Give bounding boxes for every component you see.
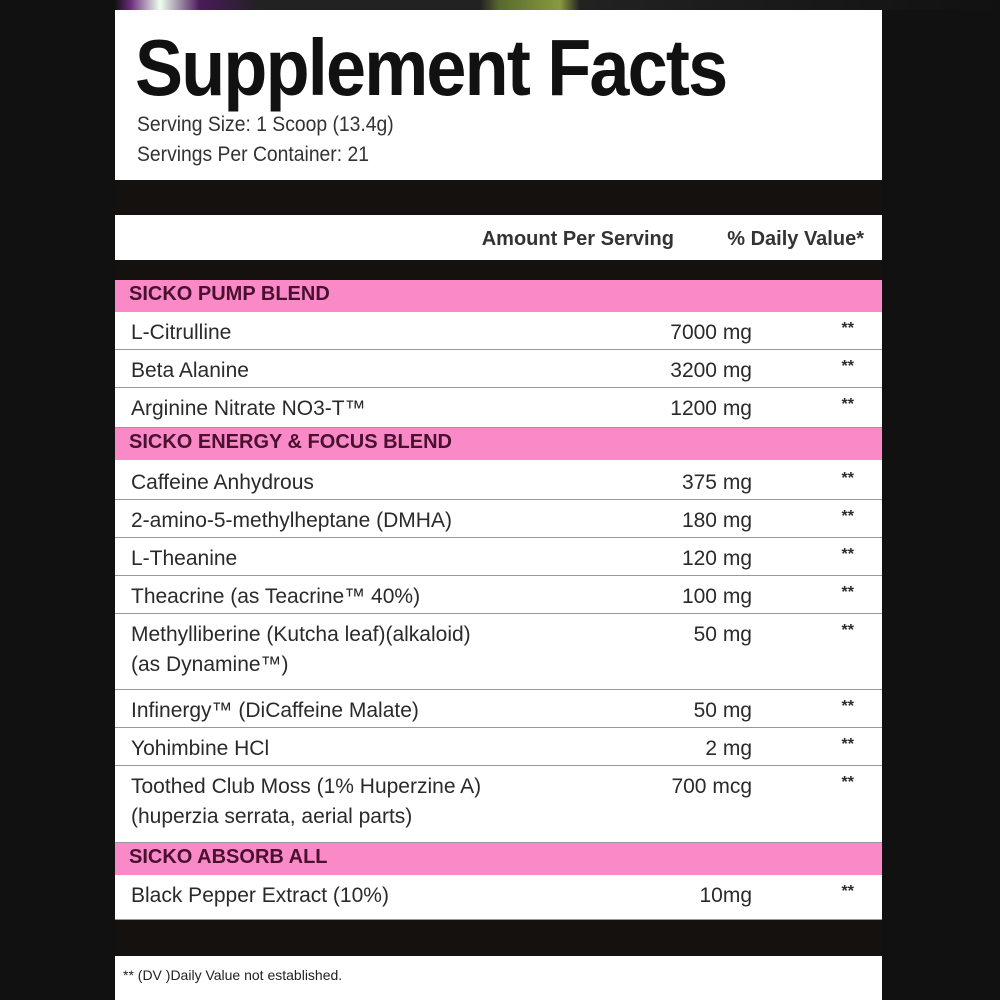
ingredient-name-line: Methylliberine (Kutcha leaf)(alkaloid) [131, 623, 471, 646]
ingredient-name-line: Infinergy™ (DiCaffeine Malate) [131, 699, 419, 722]
ingredient-name-line: L-Theanine [131, 547, 238, 570]
blend-header: SICKO ABSORB ALL [115, 843, 882, 875]
ingredient-dv: ** [841, 320, 854, 337]
ingredient-name: Black Pepper Extract (10%) [131, 881, 389, 911]
ingredient-name-line: Black Pepper Extract (10%) [131, 884, 389, 907]
ingredient-name-line: Toothed Club Moss (1% Huperzine A) [131, 775, 482, 798]
ingredient-amount: 180 mg [681, 509, 752, 532]
ingredient-amount: 100 mg [681, 585, 752, 608]
product-image-strip [0, 0, 1000, 10]
ingredient-name: Toothed Club Moss (1% Huperzine A) (huper… [131, 772, 481, 832]
ingredient-row: Toothed Club Moss (1% Huperzine A) (huper… [115, 766, 882, 843]
ingredient-dv: ** [841, 883, 854, 900]
blend-header: SICKO ENERGY & FOCUS BLEND [115, 428, 882, 460]
ingredient-name: Caffeine Anhydrous [131, 468, 314, 498]
ingredient-row: L-Theanine 120 mg ** [115, 538, 882, 576]
ingredient-name: L-Theanine [131, 544, 237, 574]
ingredient-row: Methylliberine (Kutcha leaf)(alkaloid) (a… [115, 614, 882, 690]
footnote: ** (DV )Daily Value not established. [123, 967, 343, 983]
ingredient-dv: ** [841, 584, 854, 601]
ingredient-amount: 375 mg [681, 471, 752, 494]
ingredient-dv: ** [841, 470, 854, 487]
ingredient-name-line: Beta Alanine [131, 359, 249, 382]
ingredient-row: Yohimbine HCl 2 mg ** [115, 728, 882, 766]
ingredient-row: Black Pepper Extract (10%) 10mg ** [115, 875, 882, 920]
ingredient-name-line: Arginine Nitrate NO3-T™ [131, 397, 366, 420]
ingredient-amount: 3200 mg [670, 359, 752, 382]
title: Supplement Facts [135, 23, 728, 112]
amount-header: Amount Per Serving [481, 228, 674, 250]
ingredient-name-line: 2-amino-5-methylheptane (DMHA) [131, 509, 452, 532]
ingredient-amount: 7000 mg [670, 321, 752, 344]
ingredient-dv: ** [841, 358, 854, 375]
servings-per-container: Servings Per Container: 21 [137, 143, 369, 166]
ingredient-row: Arginine Nitrate NO3-T™ 1200 mg ** [115, 388, 882, 428]
ingredient-row: L-Citrulline 7000 mg ** [115, 312, 882, 350]
ingredient-dv: ** [841, 736, 854, 753]
ingredient-name: L-Citrulline [131, 318, 231, 348]
divider-bar [115, 260, 882, 280]
supplement-facts-panel: Supplement Facts Serving Size: 1 Scoop (… [115, 10, 882, 1000]
ingredient-name-line: Yohimbine HCl [131, 737, 270, 760]
ingredient-dv: ** [841, 622, 854, 639]
ingredient-dv: ** [841, 774, 854, 791]
ingredient-dv: ** [841, 546, 854, 563]
ingredient-name-line: Caffeine Anhydrous [131, 471, 314, 494]
ingredient-amount: 700 mcg [671, 775, 752, 798]
divider-bar [115, 920, 882, 956]
ingredient-name-line: Theacrine (as Teacrine™ 40%) [131, 585, 421, 608]
ingredient-amount: 50 mg [693, 623, 752, 646]
ingredient-name-line: (as Dynamine™) [131, 653, 289, 676]
ingredient-row: Beta Alanine 3200 mg ** [115, 350, 882, 388]
ingredient-name: Yohimbine HCl [131, 734, 269, 764]
ingredient-name: Arginine Nitrate NO3-T™ [131, 394, 366, 424]
ingredient-dv: ** [841, 396, 854, 413]
ingredient-name: Infinergy™ (DiCaffeine Malate) [131, 696, 419, 726]
ingredient-name: Beta Alanine [131, 356, 249, 386]
serving-size: Serving Size: 1 Scoop (13.4g) [137, 113, 394, 136]
dv-header: % Daily Value* [727, 228, 864, 250]
ingredient-dv: ** [841, 508, 854, 525]
ingredient-amount: 50 mg [693, 699, 752, 722]
ingredient-row: 2-amino-5-methylheptane (DMHA) 180 mg ** [115, 500, 882, 538]
ingredient-name: Methylliberine (Kutcha leaf)(alkaloid) (a… [131, 620, 471, 680]
ingredient-row: Caffeine Anhydrous 375 mg ** [115, 462, 882, 500]
ingredient-name: 2-amino-5-methylheptane (DMHA) [131, 506, 452, 536]
ingredient-name-line: (huperzia serrata, aerial parts) [131, 805, 413, 828]
divider-bar [115, 180, 882, 215]
ingredient-row: Theacrine (as Teacrine™ 40%) 100 mg ** [115, 576, 882, 614]
ingredient-row: Infinergy™ (DiCaffeine Malate) 50 mg ** [115, 690, 882, 728]
ingredient-dv: ** [841, 698, 854, 715]
ingredient-amount: 2 mg [705, 737, 752, 760]
ingredient-amount: 120 mg [681, 547, 752, 570]
ingredient-name: Theacrine (as Teacrine™ 40%) [131, 582, 420, 612]
blend-header: SICKO PUMP BLEND [115, 280, 882, 312]
ingredient-amount: 10mg [699, 884, 752, 907]
column-header: Amount Per Serving % Daily Value* [115, 225, 882, 258]
ingredient-name-line: L-Citrulline [131, 321, 232, 344]
ingredient-amount: 1200 mg [670, 397, 752, 420]
